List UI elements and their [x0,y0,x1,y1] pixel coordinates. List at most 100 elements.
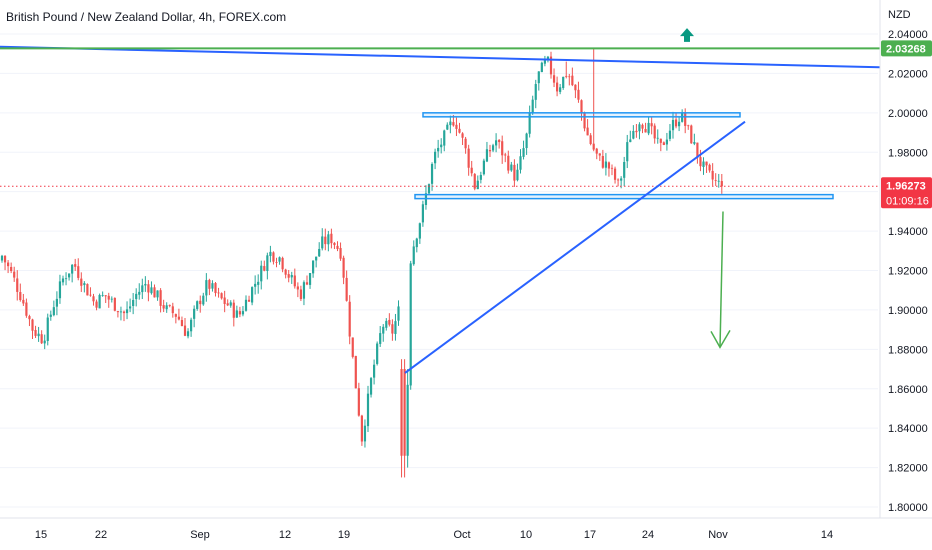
candle-down [247,295,251,302]
candle-body [89,294,92,296]
candle-body [342,257,345,278]
candle-body [302,282,306,299]
candle-body [122,311,126,314]
candle-up [485,141,489,163]
candle-up [440,138,443,154]
candle-body [601,155,604,168]
candle-body [199,300,202,305]
candle-down [223,290,226,313]
candle-up [437,139,440,158]
candle-up [101,291,104,297]
candle-body [138,291,141,295]
candle-body [299,289,302,300]
level-price-label: 2.03268 [881,40,932,57]
candle-body [16,278,19,292]
candle-up [427,183,431,195]
y-tick-label: 1.86000 [888,384,928,396]
candle-up [196,300,199,311]
grid [0,33,878,508]
candle-down [549,51,553,79]
candle-down [34,325,37,339]
candle-up [604,153,607,176]
candle-body [589,135,592,144]
candle-body [49,314,52,317]
candle-body [125,309,129,314]
time-axis-background[interactable] [0,518,932,550]
candle-down [113,297,116,312]
candle-down [40,330,43,345]
candle-down [13,266,16,282]
candle-body [540,62,543,73]
candle-body [379,333,382,344]
candle-body [702,161,705,167]
candle-down [80,272,83,292]
x-tick-label: 15 [35,529,47,541]
candle-down [403,359,406,478]
candle-body [668,130,672,139]
candle-body [13,271,16,278]
candle-up [308,272,312,289]
candle-up [647,117,650,136]
candle-down [613,166,617,184]
candle-body [519,156,522,170]
candle-body [315,256,318,261]
candle-up [156,290,159,301]
candle-body [58,281,62,299]
candle-up [418,222,421,244]
candle-body [312,260,315,274]
candle-up [394,313,397,341]
candle-body [446,124,449,130]
candle-body [208,279,211,289]
candle-body [464,138,467,149]
candle-up [119,306,123,321]
candle-body [293,275,296,287]
candle-up [278,256,281,265]
candle-up [366,385,370,432]
candle-body [717,180,720,182]
candle-up [446,122,449,131]
candle-body [473,174,476,189]
candle-body [83,283,86,286]
candle-down [400,359,403,478]
candle-body [641,124,644,129]
candle-body [174,314,177,317]
candle-body [357,388,360,416]
candle-up [43,334,46,350]
candle-down [153,284,156,298]
candle-body [324,236,327,245]
candle-up [629,130,632,143]
candle-down [498,139,501,149]
candle-body [659,138,662,143]
candle-down [501,135,504,164]
candle-body [211,283,214,289]
candle-down [199,295,202,313]
candle-up [165,302,168,313]
candle-body [382,326,385,334]
candle-body [260,265,263,282]
price-axis-background[interactable] [880,0,932,518]
candle-up [562,76,565,90]
candle-body [113,297,116,311]
candle-down [610,164,614,176]
candle-up [260,260,263,290]
candle-down [171,302,174,318]
y-tick-label: 2.04000 [888,29,928,41]
candle-up [373,359,376,385]
candle-body [580,100,583,114]
candle-body [19,292,22,301]
candle-body [339,248,342,259]
ascending-trendline [404,120,746,374]
candle-down [464,136,467,154]
candle-down [333,242,336,250]
candle-body [22,299,25,304]
candle-down [281,256,284,273]
candle-down [601,149,604,169]
candle-body [0,255,4,261]
candle-down [25,298,28,318]
candle-body [336,245,339,249]
candle-body [159,290,162,306]
candle-down [617,178,620,187]
candle-up [406,369,409,468]
candle-up [369,376,373,398]
